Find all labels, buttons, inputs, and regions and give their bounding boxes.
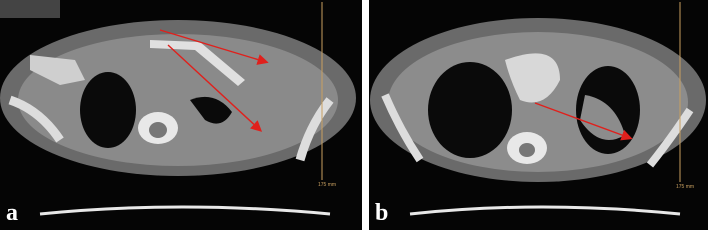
panel-a: 175 mm a [0,0,362,230]
panel-label: b [375,200,388,226]
figure: 175 mm a 175 mm b [0,0,708,230]
scale-label: 175 mm [318,182,336,188]
scale-label: 175 mm [676,184,694,190]
panel-label: a [6,200,18,226]
panel-b: 175 mm b [369,0,708,230]
